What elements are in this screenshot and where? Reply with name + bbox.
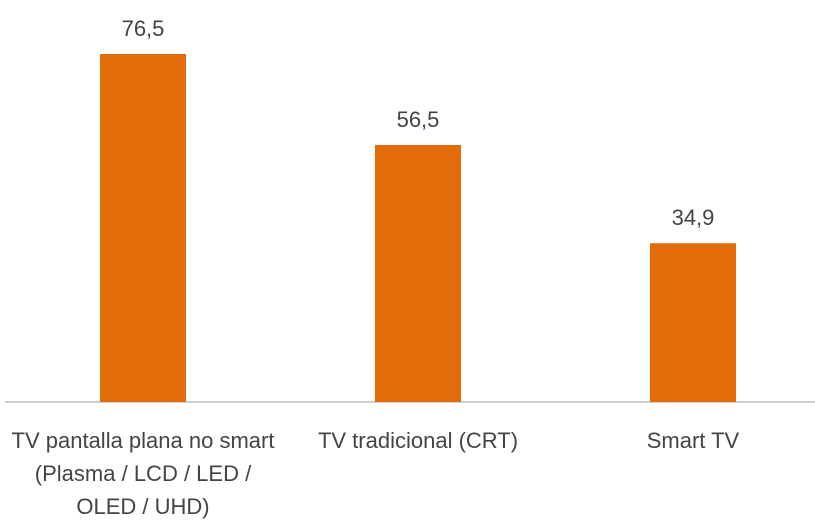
x-tick-label: Smart TV — [646, 428, 740, 453]
bar — [375, 144, 461, 402]
x-tick-label: TV pantalla plana no smart (Plasma / LCD… — [11, 428, 275, 519]
bar — [650, 243, 736, 402]
value-label: 56,5 — [397, 107, 440, 132]
value-label: 34,9 — [672, 205, 715, 230]
x-tick-label: TV tradicional (CRT) — [317, 428, 519, 453]
value-label: 76,5 — [122, 16, 165, 41]
bar — [100, 54, 186, 402]
